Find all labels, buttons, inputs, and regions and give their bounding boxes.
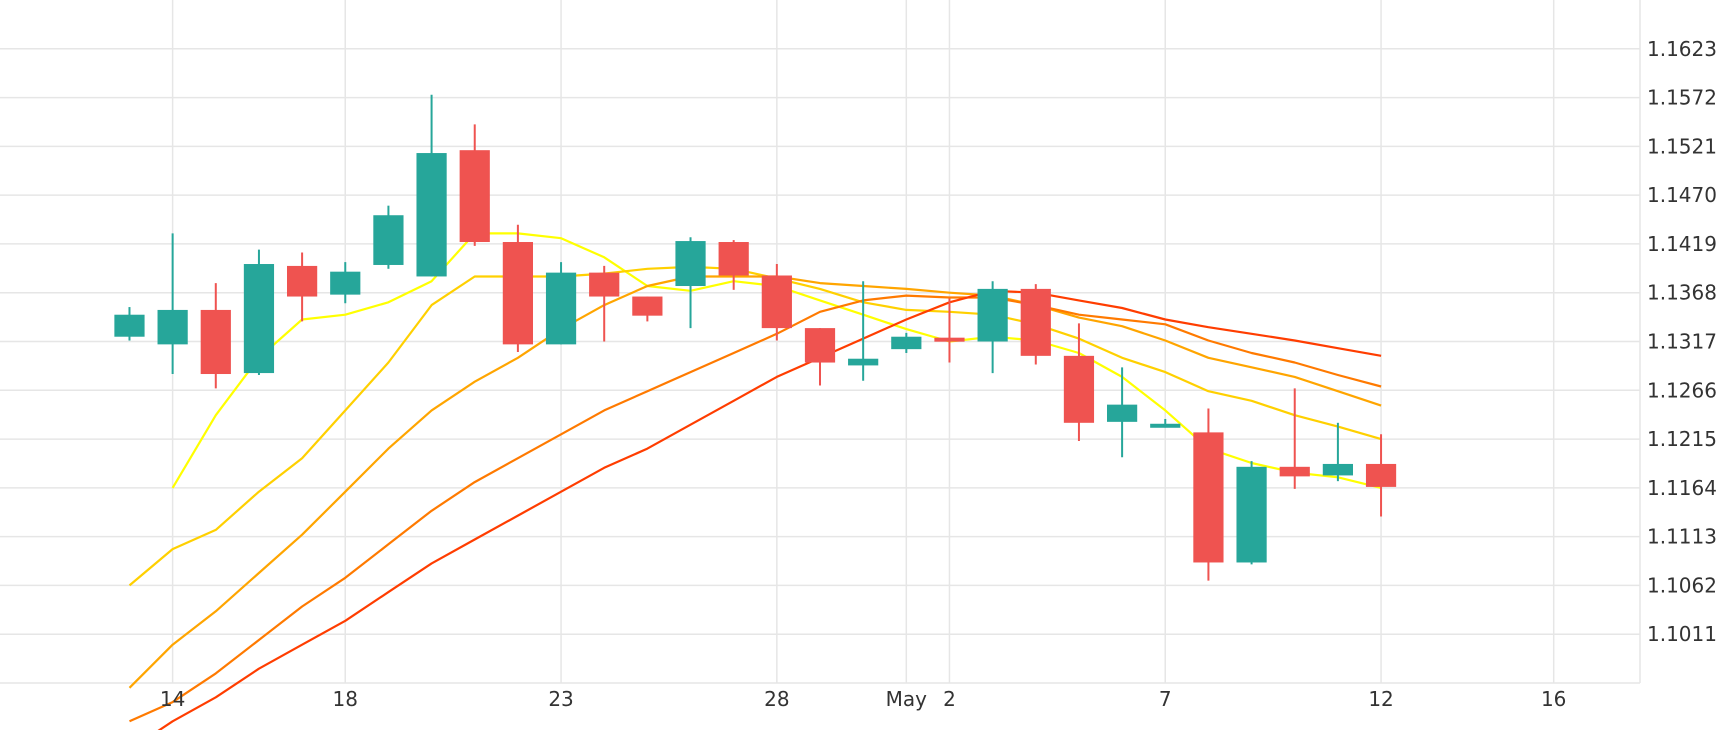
candle-up xyxy=(675,237,706,329)
candle-up xyxy=(1236,461,1267,565)
x-tick-label: 23 xyxy=(548,687,573,711)
candle-down xyxy=(1365,434,1397,517)
x-tick-label: 2 xyxy=(943,687,956,711)
candle-body xyxy=(1322,463,1353,476)
candle-body xyxy=(675,241,706,287)
y-tick-label: 1.1266 xyxy=(1647,378,1717,402)
candle-body xyxy=(1365,463,1397,487)
candle-body xyxy=(1020,288,1051,356)
y-tick-label: 1.1113 xyxy=(1647,525,1717,549)
candle-body xyxy=(1193,432,1224,563)
candle-body xyxy=(891,336,922,350)
y-tick-label: 1.1470 xyxy=(1647,183,1717,207)
candle-body xyxy=(502,242,533,345)
candle-down xyxy=(934,298,965,363)
candle-body xyxy=(761,275,792,329)
y-tick-label: 1.1164 xyxy=(1647,476,1717,500)
candle-up xyxy=(373,205,404,269)
candle-body xyxy=(1107,404,1138,422)
x-tick-label: 12 xyxy=(1368,687,1393,711)
candle-body xyxy=(545,272,577,345)
candle-down xyxy=(1063,323,1095,441)
x-tick-label: 28 xyxy=(764,687,789,711)
y-tick-label: 1.1317 xyxy=(1647,330,1717,354)
candle-body xyxy=(114,314,145,337)
candle-down xyxy=(1193,408,1224,581)
candle-down xyxy=(718,240,749,290)
x-tick-label: 14 xyxy=(160,687,185,711)
candle-body xyxy=(416,153,447,277)
candle-down xyxy=(589,265,620,342)
x-tick-label: May xyxy=(886,687,928,711)
candle-body xyxy=(632,296,663,316)
candle-down xyxy=(1279,388,1310,489)
candle-up xyxy=(545,262,577,345)
candle-up xyxy=(977,281,1008,374)
candle-body xyxy=(459,150,490,243)
candle-up xyxy=(891,332,922,353)
candle-body xyxy=(287,265,318,297)
candle-down xyxy=(459,124,490,246)
candle-down xyxy=(287,252,318,322)
candle-up xyxy=(114,307,145,341)
candle-down xyxy=(502,224,533,353)
candle-up xyxy=(157,233,188,375)
candle-body xyxy=(1236,466,1267,563)
x-tick-label: 16 xyxy=(1541,687,1566,711)
candle-body xyxy=(804,328,836,363)
y-tick-label: 1.1368 xyxy=(1647,281,1717,305)
candle-body xyxy=(934,337,965,342)
candle-body xyxy=(848,358,879,366)
candle-up xyxy=(330,262,361,304)
candle-up xyxy=(848,281,879,381)
moving-average-line xyxy=(157,289,1382,730)
y-tick-label: 1.1215 xyxy=(1647,427,1717,451)
candle-down xyxy=(761,264,792,341)
candle-body xyxy=(1063,355,1095,423)
candle-body xyxy=(200,309,231,375)
candle-body xyxy=(1279,466,1310,477)
candle-down xyxy=(632,296,663,322)
candle-body xyxy=(330,271,361,295)
candle-up xyxy=(1107,367,1138,458)
candle-body xyxy=(157,309,188,345)
y-tick-label: 1.1419 xyxy=(1647,232,1717,256)
candles xyxy=(114,94,1397,581)
x-tick-label: 18 xyxy=(333,687,358,711)
candle-down xyxy=(804,328,836,386)
moving-average-line xyxy=(128,275,1382,689)
y-tick-label: 1.1062 xyxy=(1647,573,1717,597)
candle-body xyxy=(977,288,1008,342)
candle-body xyxy=(718,242,749,276)
candle-body xyxy=(1150,423,1181,428)
candle-body xyxy=(589,272,620,297)
y-tick-label: 1.1521 xyxy=(1647,134,1717,158)
y-tick-label: 1.1011 xyxy=(1647,622,1717,646)
moving-average-line xyxy=(128,265,1382,587)
x-tick-label: 7 xyxy=(1159,687,1172,711)
candle-up xyxy=(243,249,275,375)
moving-average-line xyxy=(129,294,1382,723)
y-tick-label: 1.1623 xyxy=(1647,37,1717,61)
axes: 1.1011 1.1062 1.1113 1.1164 1.1215 1.1266 1.13… xyxy=(160,37,1717,711)
candle-body xyxy=(243,264,275,374)
candle-down xyxy=(200,283,231,389)
candle-up xyxy=(1322,422,1353,482)
candle-up xyxy=(416,94,447,277)
candle-down xyxy=(1020,284,1051,365)
candle-body xyxy=(373,215,404,265)
candle-up xyxy=(1150,418,1181,428)
y-tick-label: 1.1572 xyxy=(1647,86,1717,110)
